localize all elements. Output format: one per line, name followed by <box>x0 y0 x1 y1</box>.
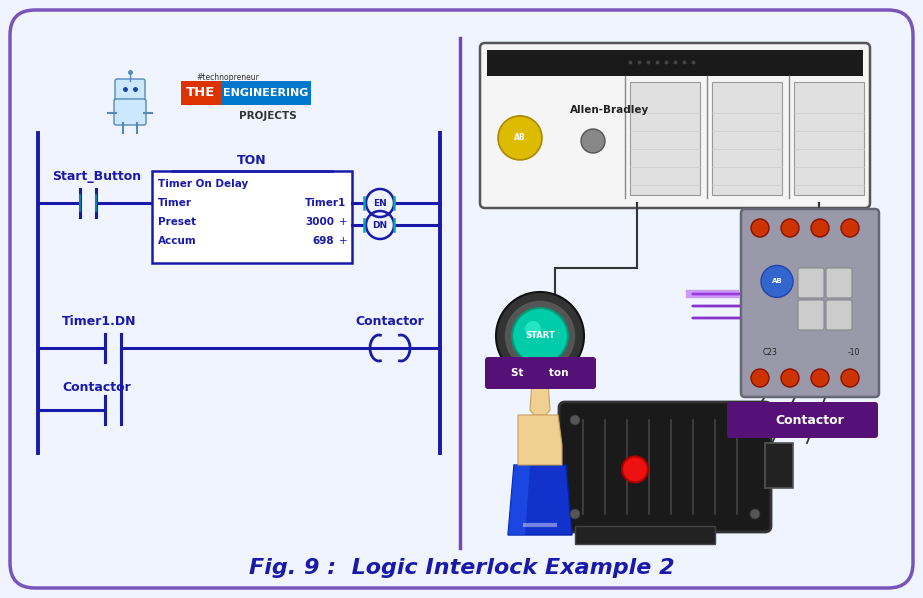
FancyBboxPatch shape <box>114 99 146 125</box>
Text: EN: EN <box>373 199 387 208</box>
Text: +: + <box>340 236 348 246</box>
Text: Timer1: Timer1 <box>305 198 346 208</box>
Circle shape <box>781 369 799 387</box>
FancyBboxPatch shape <box>727 402 878 438</box>
Circle shape <box>750 415 760 425</box>
Text: Accum: Accum <box>158 236 197 246</box>
Circle shape <box>761 266 793 297</box>
Text: #technopreneur: #technopreneur <box>197 74 259 83</box>
Text: Contactor: Contactor <box>775 413 845 426</box>
Text: THE: THE <box>186 87 216 99</box>
Text: PROJECTS: PROJECTS <box>239 111 297 121</box>
Circle shape <box>512 308 568 364</box>
Text: Allen-Bradley: Allen-Bradley <box>570 105 649 115</box>
Circle shape <box>841 369 859 387</box>
Polygon shape <box>508 465 572 535</box>
Circle shape <box>496 292 584 380</box>
Circle shape <box>781 219 799 237</box>
Text: -10: -10 <box>847 348 860 357</box>
Circle shape <box>622 456 648 483</box>
Polygon shape <box>508 465 530 535</box>
Circle shape <box>504 300 576 372</box>
Text: +: + <box>340 217 348 227</box>
Text: Contactor: Contactor <box>355 315 424 328</box>
FancyBboxPatch shape <box>741 209 879 397</box>
Text: AB: AB <box>514 133 526 142</box>
Text: ENGINEERING: ENGINEERING <box>223 88 308 98</box>
Text: 698: 698 <box>312 236 334 246</box>
FancyBboxPatch shape <box>181 81 221 105</box>
FancyBboxPatch shape <box>826 300 852 330</box>
FancyBboxPatch shape <box>480 43 870 208</box>
Text: Contactor: Contactor <box>62 381 131 394</box>
FancyBboxPatch shape <box>712 82 782 195</box>
FancyBboxPatch shape <box>115 79 145 105</box>
Text: TON: TON <box>237 154 267 167</box>
Circle shape <box>751 369 769 387</box>
FancyBboxPatch shape <box>826 268 852 298</box>
Circle shape <box>811 369 829 387</box>
Circle shape <box>841 219 859 237</box>
Circle shape <box>811 219 829 237</box>
Text: AB: AB <box>772 279 783 285</box>
FancyBboxPatch shape <box>794 82 864 195</box>
FancyBboxPatch shape <box>765 443 793 488</box>
Text: Timer: Timer <box>158 198 192 208</box>
Circle shape <box>570 415 580 425</box>
Text: St       ton: St ton <box>511 368 569 378</box>
Text: Timer1.DN: Timer1.DN <box>62 315 137 328</box>
FancyBboxPatch shape <box>798 300 824 330</box>
Text: 3000: 3000 <box>305 217 334 227</box>
Circle shape <box>581 129 605 153</box>
Polygon shape <box>530 380 550 415</box>
Text: DN: DN <box>373 221 388 230</box>
FancyBboxPatch shape <box>630 82 700 195</box>
FancyBboxPatch shape <box>487 50 863 76</box>
FancyBboxPatch shape <box>559 402 771 532</box>
Text: C23: C23 <box>763 348 778 357</box>
Text: Timer On Delay: Timer On Delay <box>158 179 248 189</box>
Text: Preset: Preset <box>158 217 196 227</box>
Circle shape <box>525 321 541 337</box>
Circle shape <box>750 509 760 519</box>
Circle shape <box>570 509 580 519</box>
FancyBboxPatch shape <box>798 268 824 298</box>
FancyBboxPatch shape <box>221 81 311 105</box>
Circle shape <box>498 116 542 160</box>
Circle shape <box>751 219 769 237</box>
Text: Fig. 9 :  Logic Interlock Example 2: Fig. 9 : Logic Interlock Example 2 <box>248 558 675 578</box>
FancyBboxPatch shape <box>575 526 715 544</box>
FancyBboxPatch shape <box>485 357 596 389</box>
FancyBboxPatch shape <box>10 10 913 588</box>
Polygon shape <box>518 415 562 465</box>
Text: Start_Button: Start_Button <box>52 170 141 183</box>
Text: START: START <box>525 331 555 340</box>
FancyBboxPatch shape <box>152 171 352 263</box>
